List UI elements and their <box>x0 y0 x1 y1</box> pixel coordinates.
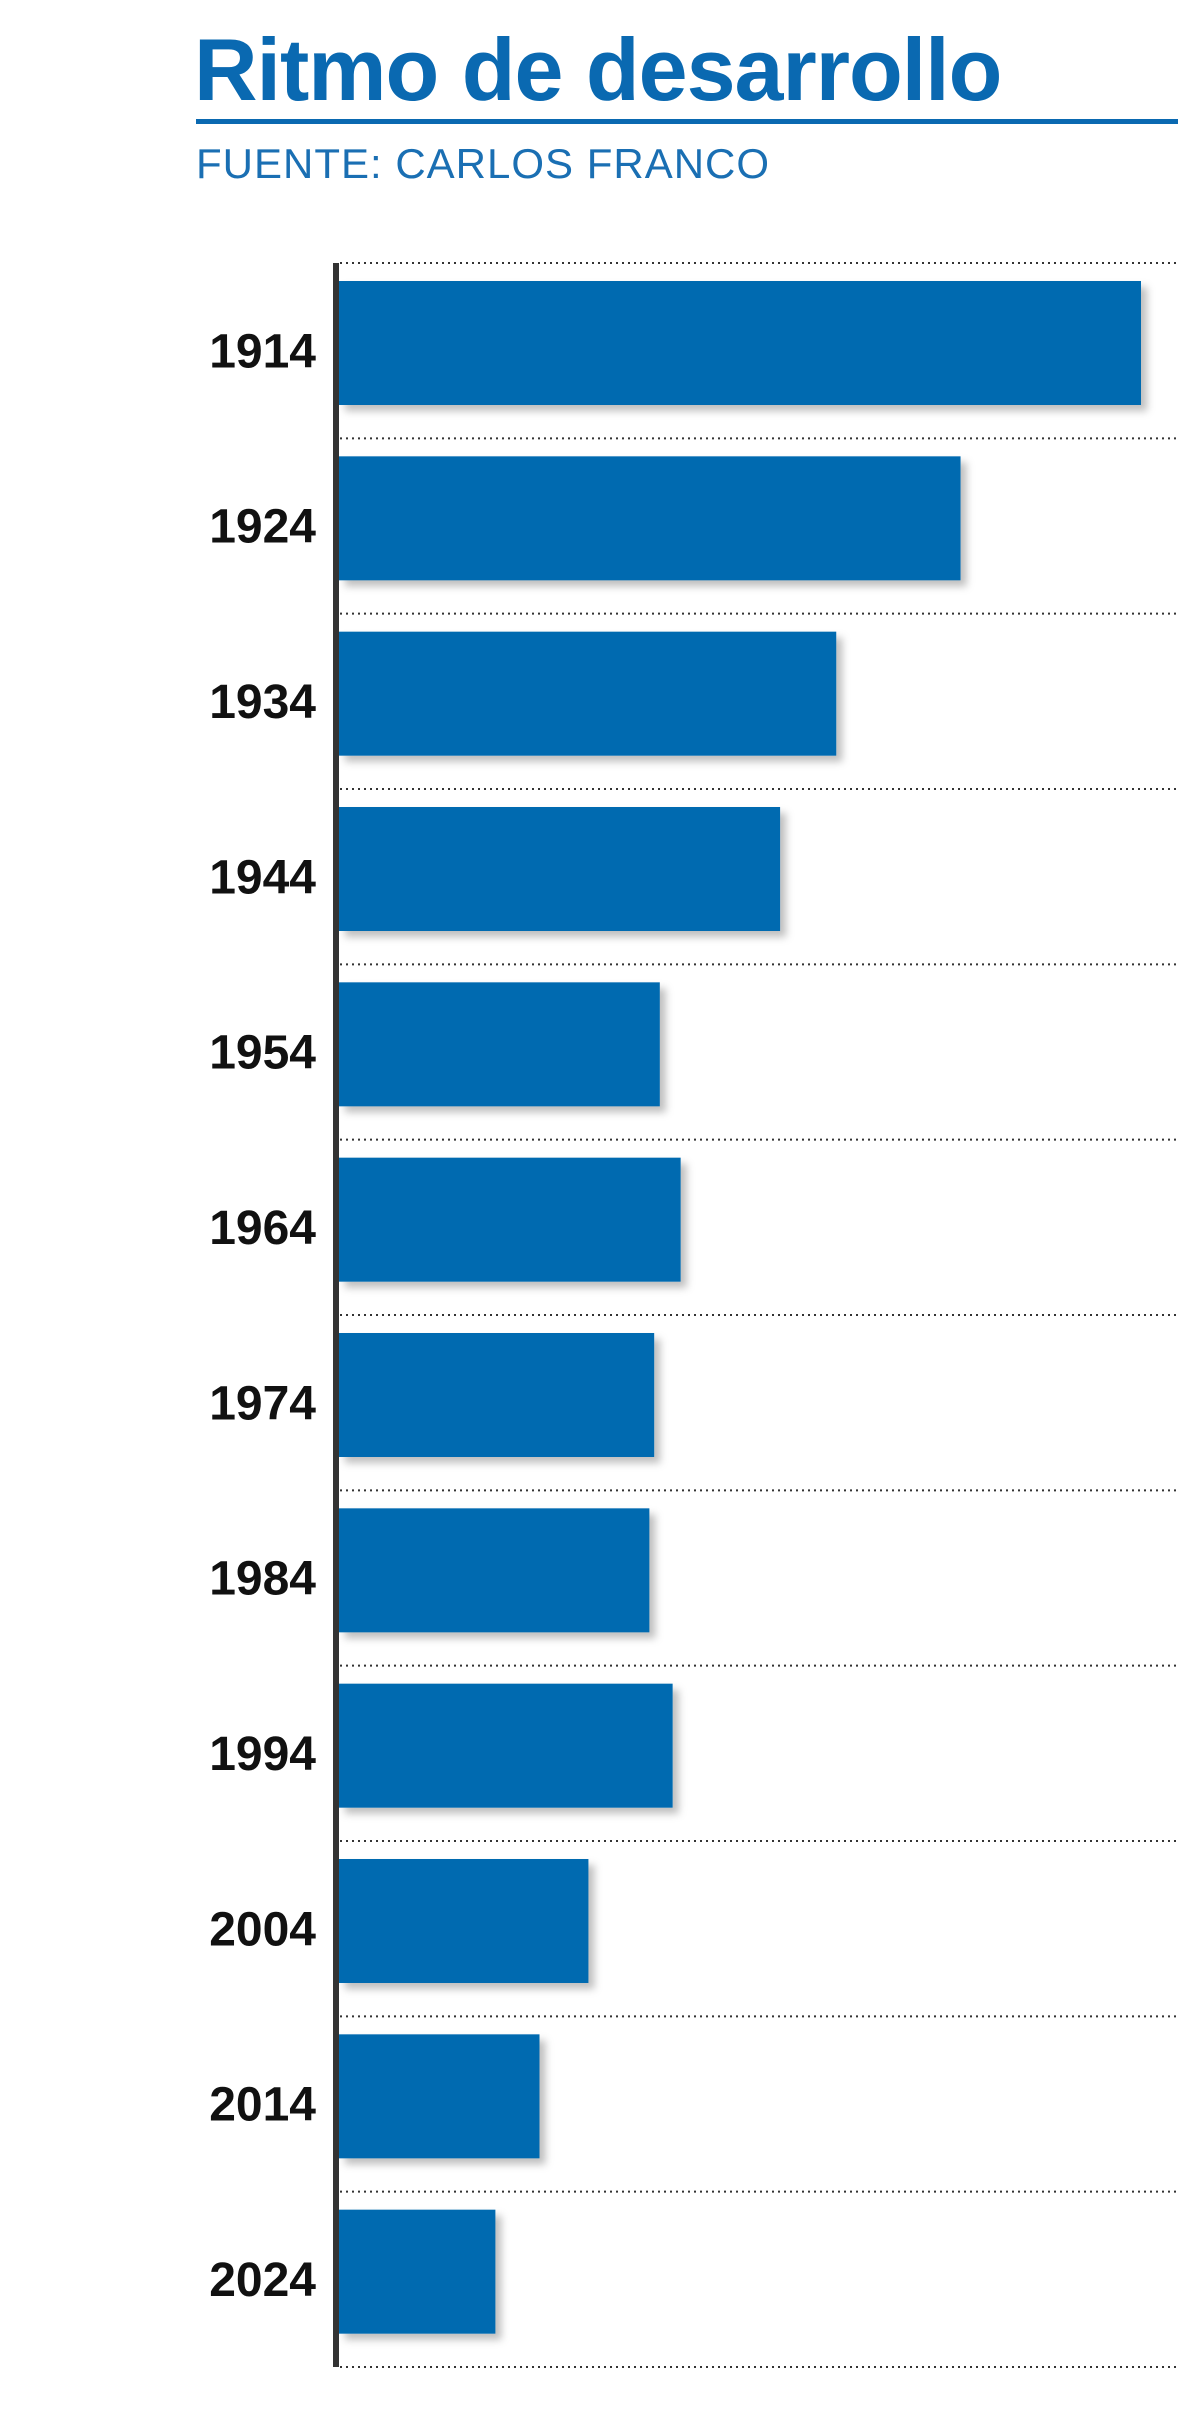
bar <box>339 281 1141 405</box>
bar <box>339 2034 540 2159</box>
bar <box>339 1157 681 1282</box>
y-tick-label: 1944 <box>209 851 316 904</box>
y-tick-label: 2014 <box>209 2079 316 2132</box>
y-tick-label: 1924 <box>209 501 316 554</box>
y-tick-label: 1934 <box>209 676 316 729</box>
y-tick-label: 1954 <box>209 1027 316 1080</box>
bar <box>339 1683 673 1808</box>
bar <box>339 982 660 1107</box>
y-tick-label: 2024 <box>209 2254 316 2307</box>
y-tick-label: 1914 <box>209 325 316 378</box>
bar <box>339 807 781 931</box>
y-tick-label: 1974 <box>209 1377 316 1430</box>
title-rule <box>196 119 1178 124</box>
chart-subtitle: FUENTE: CARLOS FRANCO <box>196 140 770 187</box>
bar <box>339 456 961 581</box>
bar <box>339 1333 655 1457</box>
chart-title: Ritmo de desarrollo <box>194 20 1001 119</box>
y-tick-label: 1994 <box>209 1728 316 1781</box>
y-tick-label: 1984 <box>209 1553 316 1606</box>
y-tick-label: 1964 <box>209 1202 316 1255</box>
bar <box>339 631 837 756</box>
bar <box>339 1859 589 1983</box>
bar <box>339 2209 496 2334</box>
bar <box>339 1508 650 1633</box>
y-tick-label: 2004 <box>209 1903 316 1956</box>
